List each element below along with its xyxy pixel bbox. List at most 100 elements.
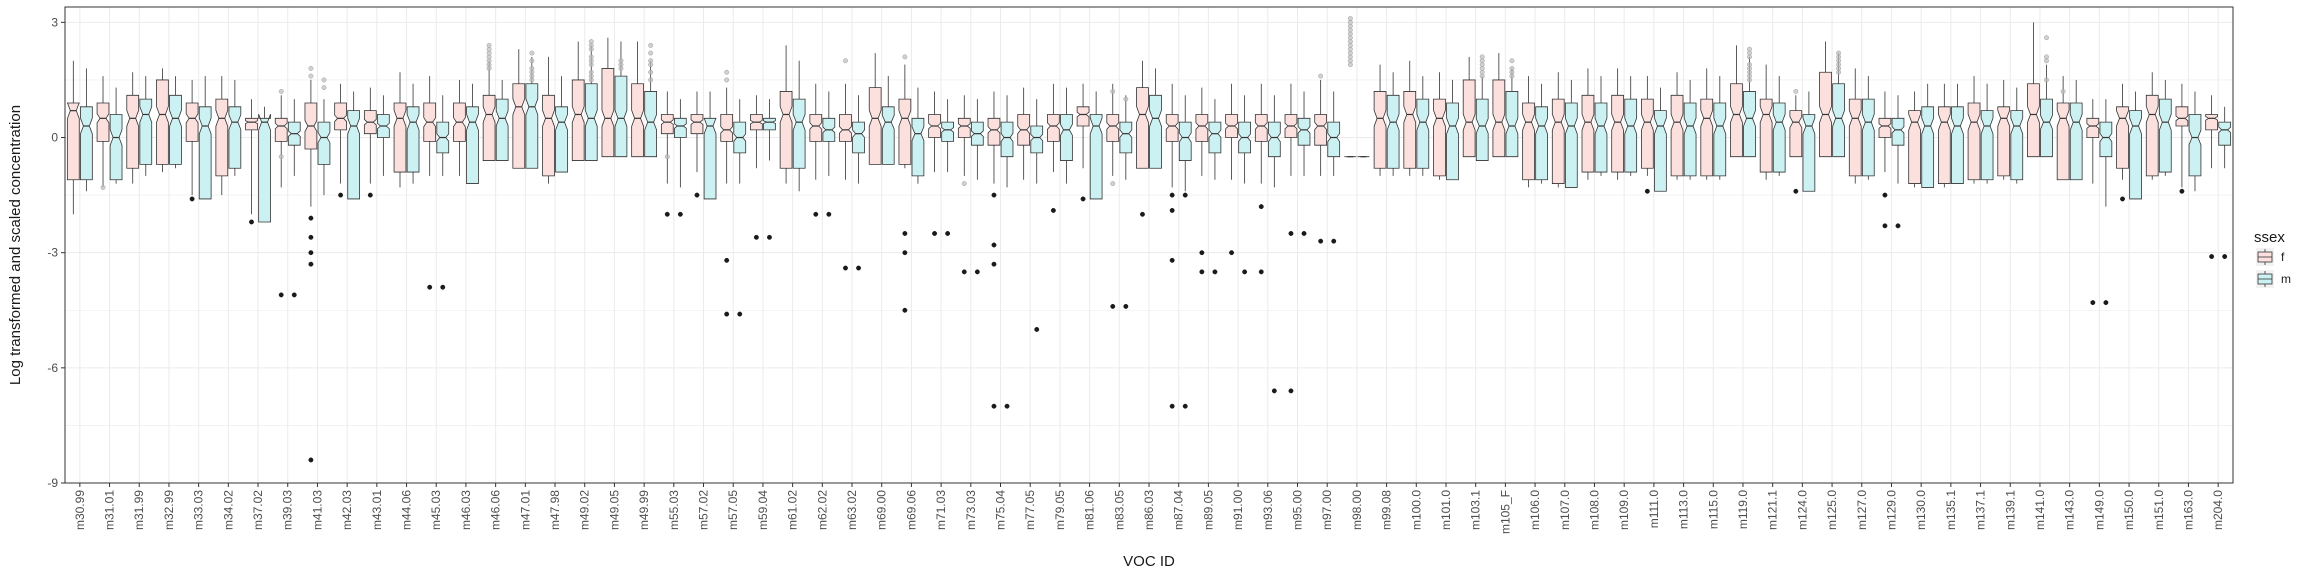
- box-m: [1475, 76, 1489, 161]
- outlier-point: [1229, 250, 1235, 256]
- outlier-point: [308, 457, 314, 463]
- x-tick-label: m49.05: [607, 490, 621, 530]
- x-tick-label: m39.03: [281, 490, 295, 530]
- x-tick-label: m103.1: [1469, 490, 1483, 530]
- outlier-point: [308, 234, 314, 240]
- x-tick-label: m30.99: [73, 490, 87, 530]
- box-f: [1433, 72, 1446, 180]
- outlier-point: [1479, 54, 1485, 60]
- box-f: [542, 56, 555, 184]
- legend-entry-m: m: [2256, 270, 2291, 288]
- x-tick-label: m108.0: [1587, 490, 1601, 530]
- x-tick-label: m149.0: [2092, 490, 2106, 530]
- outlier-point: [1080, 196, 1086, 202]
- outlier-point: [618, 58, 624, 64]
- box-m: [763, 99, 776, 161]
- box-f: [1937, 83, 1951, 188]
- outlier-point: [308, 215, 314, 221]
- outlier-point: [1110, 303, 1116, 309]
- box-f: [1759, 64, 1773, 180]
- x-tick-label: m57.05: [726, 490, 740, 530]
- box-f: [1254, 83, 1268, 184]
- y-tick-label: -6: [47, 361, 58, 375]
- x-tick-label: m69.06: [904, 490, 918, 530]
- x-tick-label: m41.03: [310, 490, 324, 530]
- outlier-point: [1199, 250, 1205, 256]
- box-m: [1030, 99, 1044, 184]
- outlier-point: [1140, 211, 1145, 217]
- outlier-point: [1288, 388, 1294, 394]
- outlier-point: [724, 257, 730, 263]
- box-m: [406, 83, 420, 184]
- box-f: [334, 83, 347, 184]
- outlier-point: [308, 65, 314, 71]
- box-m: [258, 106, 271, 223]
- outlier-point: [1169, 403, 1175, 409]
- box-f: [66, 60, 80, 215]
- box-m: [1564, 79, 1578, 188]
- box-m: [822, 91, 836, 176]
- outlier-point: [767, 234, 772, 240]
- outlier-point: [1747, 46, 1752, 52]
- x-tick-label: m137.1: [1974, 490, 1988, 530]
- box-f: [1522, 76, 1535, 188]
- outlier-point: [1110, 181, 1116, 187]
- outlier-point: [278, 89, 284, 94]
- box-f: [2205, 95, 2218, 169]
- box-f: [2175, 83, 2189, 188]
- outlier-point: [991, 242, 997, 248]
- box-f: [1462, 56, 1476, 158]
- box-f: [1819, 41, 1832, 158]
- outlier-point: [2044, 77, 2049, 83]
- box-f: [1314, 79, 1327, 176]
- legend-label: f: [2281, 250, 2285, 264]
- outlier-point: [1004, 403, 1010, 409]
- x-tick-label: m55.03: [667, 490, 681, 530]
- x-tick-label: m129.0: [1884, 490, 1898, 530]
- box-f: [1641, 76, 1654, 176]
- x-tick-label: m125.0: [1825, 490, 1839, 530]
- box-f: [1908, 91, 1921, 188]
- x-tick-label: m107.0: [1558, 490, 1572, 530]
- outlier-point: [1895, 223, 1901, 229]
- legend-title: ssex: [2254, 229, 2285, 246]
- outlier-point: [321, 85, 327, 91]
- box-m: [1861, 76, 1875, 180]
- outlier-point: [813, 211, 819, 217]
- box-m: [377, 95, 390, 176]
- box-f: [1047, 83, 1060, 173]
- legend-label: m: [2281, 272, 2291, 286]
- outlier-point: [486, 65, 492, 71]
- box-f: [839, 83, 852, 180]
- box-f: [631, 41, 644, 158]
- x-tick-label: m61.02: [786, 490, 800, 530]
- box-m: [1416, 76, 1430, 176]
- box-f: [898, 64, 912, 169]
- box-m: [703, 91, 717, 200]
- x-tick-label: m62.02: [815, 490, 829, 530]
- box-m: [1921, 83, 1935, 188]
- box-m: [80, 68, 93, 192]
- box-m: [1208, 99, 1222, 180]
- box-f: [1284, 83, 1298, 176]
- box-m: [1119, 95, 1133, 180]
- outlier-point: [1199, 269, 1205, 275]
- box-f: [690, 91, 704, 173]
- x-tick-label: m47.01: [518, 490, 532, 530]
- outlier-point: [648, 42, 654, 48]
- outlier-point: [2090, 300, 2096, 306]
- box-f: [1492, 53, 1506, 158]
- box-f: [601, 37, 615, 158]
- outlier-point: [974, 269, 980, 275]
- box-f: [1611, 68, 1624, 180]
- box-m: [1327, 91, 1341, 176]
- outlier-point: [664, 154, 670, 160]
- outlier-point: [991, 261, 997, 267]
- outlier-point: [486, 42, 492, 48]
- box-m: [1683, 79, 1697, 180]
- y-tick-label: 3: [51, 15, 58, 29]
- outlier-point: [1169, 257, 1175, 263]
- box-m: [2040, 64, 2053, 158]
- box-m: [228, 79, 242, 176]
- x-tick-label: m98.00: [1350, 490, 1364, 530]
